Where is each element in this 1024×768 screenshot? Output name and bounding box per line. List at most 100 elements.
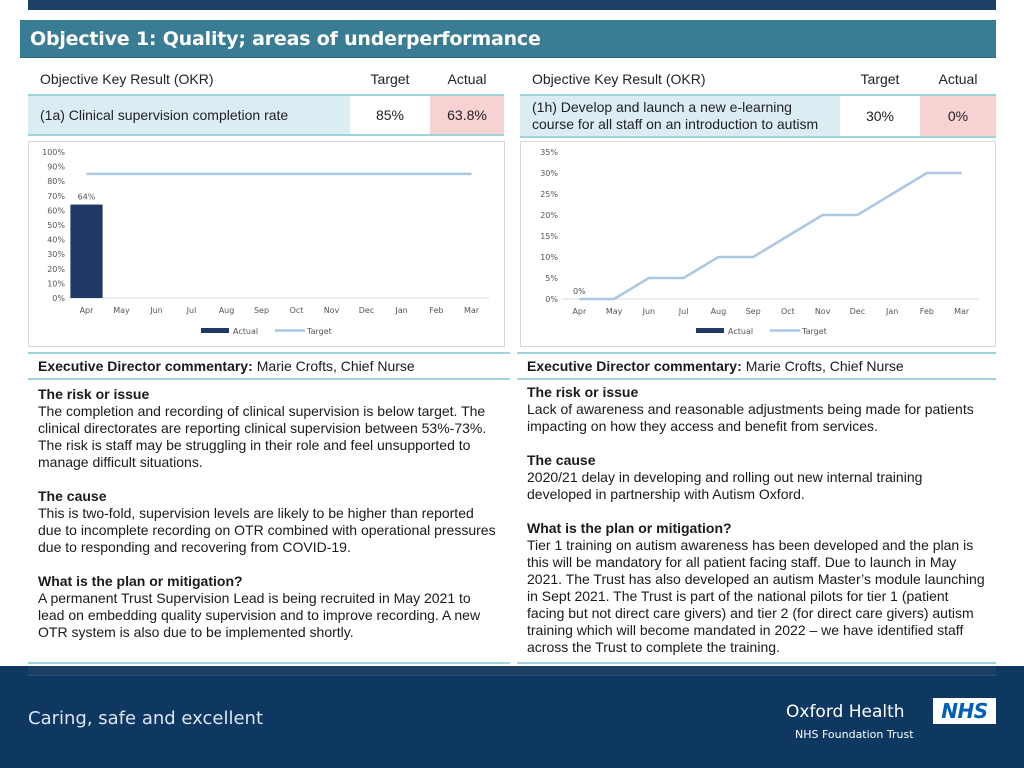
okr-table-header: Objective Key Result (OKR) Target Actual: [28, 64, 504, 96]
x-tick-label: Feb: [920, 307, 934, 316]
x-tick-label: Jun: [642, 307, 656, 316]
chart-plot: 0% 5% 10% 15% 20% 25% 30% 35% Apr May Jun Jul Aug Sep…: [540, 148, 979, 316]
x-tick-label: Dec: [850, 307, 865, 316]
okr-row: (1a) Clinical supervision completion rat…: [28, 96, 504, 136]
okr-actual-value: 63.8%: [430, 96, 504, 134]
okr-table-left: Objective Key Result (OKR) Target Actual…: [28, 64, 504, 136]
divider: [28, 662, 510, 664]
bar-actual: [70, 204, 103, 298]
y-tick-label: 0%: [52, 294, 65, 303]
commentary-person: Marie Crofts, Chief Nurse: [745, 357, 904, 374]
okr-name: (1a) Clinical supervision completion rat…: [28, 96, 350, 134]
divider: [517, 662, 996, 664]
y-tick-label: 5%: [545, 274, 558, 283]
risk-title: The risk or issue: [527, 384, 639, 400]
y-tick-label: 30%: [47, 250, 65, 259]
target-line: [579, 171, 962, 301]
cause-text: This is two-fold, supervision levels are…: [38, 505, 496, 555]
y-tick-label: 20%: [47, 265, 65, 274]
commentary-right: Executive Director commentary: Marie Cro…: [517, 352, 996, 664]
plan-title: What is the plan or mitigation?: [38, 573, 243, 589]
okr-actual-value: 0%: [920, 96, 996, 136]
legend-label: Target: [306, 327, 332, 336]
data-label: 0%: [573, 287, 586, 296]
x-tick-label: Jul: [186, 306, 197, 315]
x-tick-label: Mar: [464, 306, 480, 315]
y-tick-label: 10%: [47, 279, 65, 288]
okr-name: (1h) Develop and launch a new e-learning…: [520, 96, 840, 136]
risk-text: The completion and recording of clinical…: [38, 403, 487, 470]
commentary-label: Executive Director commentary:: [38, 357, 253, 374]
x-tick-label: May: [606, 307, 623, 316]
y-tick-label: 30%: [540, 169, 558, 178]
x-tick-label: Jan: [885, 307, 898, 316]
y-tick-label: 35%: [540, 148, 558, 157]
okr-table-right: Objective Key Result (OKR) Target Actual…: [520, 64, 996, 138]
plan-text: A permanent Trust Supervision Lead is be…: [38, 590, 481, 640]
x-tick-label: Oct: [290, 306, 304, 315]
col-actual-header: Actual: [447, 71, 487, 87]
x-tick-label: Nov: [815, 307, 831, 316]
commentary-label: Executive Director commentary:: [527, 357, 742, 374]
y-tick-label: 50%: [47, 221, 65, 230]
chart-right: 0% 5% 10% 15% 20% 25% 30% 35% Apr May Jun Jul Aug Sep…: [520, 141, 996, 347]
okr-target-value: 85%: [350, 96, 430, 134]
commentary-header: Executive Director commentary: Marie Cro…: [517, 352, 996, 380]
x-tick-label: Mar: [954, 307, 970, 316]
chart-left: 0% 10% 20% 30% 40% 50% 60% 70% 80% 90% 100% Apr May J…: [28, 141, 505, 347]
x-tick-label: Oct: [781, 307, 795, 316]
top-accent-bar: [28, 0, 996, 10]
x-tick-label: May: [113, 306, 130, 315]
chart-legend: Actual Target: [696, 327, 827, 336]
risk-title: The risk or issue: [38, 386, 150, 402]
x-tick-label: Apr: [80, 306, 95, 315]
x-tick-label: Dec: [359, 306, 374, 315]
y-tick-label: 60%: [47, 206, 65, 215]
cause-text: 2020/21 delay in developing and rolling …: [527, 469, 923, 502]
cause-title: The cause: [527, 452, 596, 468]
chart-right-svg: 0% 5% 10% 15% 20% 25% 30% 35% Apr May Jun Jul Aug Sep…: [540, 148, 979, 336]
legend-swatch-actual: [696, 328, 724, 333]
risk-text: Lack of awareness and reasonable adjustm…: [527, 401, 974, 434]
col-target-header: Target: [370, 71, 410, 87]
nhs-logo-text: NHS: [941, 699, 988, 723]
y-tick-label: 0%: [545, 295, 558, 304]
chart-plot: 0% 10% 20% 30% 40% 50% 60% 70% 80% 90% 100% Apr May J…: [42, 148, 489, 315]
commentary-body: The risk or issue The completion and rec…: [28, 380, 510, 641]
commentary-header: Executive Director commentary: Marie Cro…: [28, 352, 510, 380]
x-tick-label: Sep: [746, 307, 761, 316]
data-label: 64%: [78, 193, 96, 202]
footer-slogan: Caring, safe and excellent: [28, 708, 264, 729]
x-tick-label: Jul: [678, 307, 689, 316]
x-tick-label: Jan: [394, 306, 407, 315]
y-tick-label: 80%: [47, 177, 65, 186]
commentary-person: Marie Crofts, Chief Nurse: [256, 357, 415, 374]
y-tick-label: 10%: [540, 253, 558, 262]
chart-legend: Actual Target: [201, 327, 332, 336]
footer-accent-bar: [28, 666, 996, 676]
y-tick-label: 15%: [540, 232, 558, 241]
org-name: Oxford Health: [786, 702, 905, 722]
y-tick-label: 70%: [47, 192, 65, 201]
y-tick-label: 40%: [47, 236, 65, 245]
col-okr-header: Objective Key Result (OKR): [40, 71, 214, 87]
okr-table-header: Objective Key Result (OKR) Target Actual: [520, 64, 996, 96]
col-actual-header: Actual: [938, 71, 978, 87]
x-tick-label: Apr: [572, 307, 587, 316]
x-tick-label: Aug: [219, 306, 235, 315]
y-tick-label: 25%: [540, 190, 558, 199]
org-subtitle: NHS Foundation Trust: [795, 728, 914, 741]
y-tick-label: 90%: [47, 163, 65, 172]
legend-label: Actual: [728, 327, 753, 336]
page-title: Objective 1: Quality; areas of underperf…: [30, 28, 541, 50]
y-tick-label: 20%: [540, 211, 558, 220]
okr-row: (1h) Develop and launch a new e-learning…: [520, 96, 996, 138]
plan-text: Tier 1 training on autism awareness has …: [527, 537, 985, 655]
x-tick-label: Aug: [711, 307, 727, 316]
x-tick-label: Jun: [149, 306, 163, 315]
chart-left-svg: 0% 10% 20% 30% 40% 50% 60% 70% 80% 90% 100% Apr May J…: [42, 148, 489, 336]
plan-title: What is the plan or mitigation?: [527, 520, 732, 536]
commentary-left: Executive Director commentary: Marie Cro…: [28, 352, 510, 664]
y-tick-label: 100%: [42, 148, 65, 157]
x-tick-label: Nov: [324, 306, 340, 315]
